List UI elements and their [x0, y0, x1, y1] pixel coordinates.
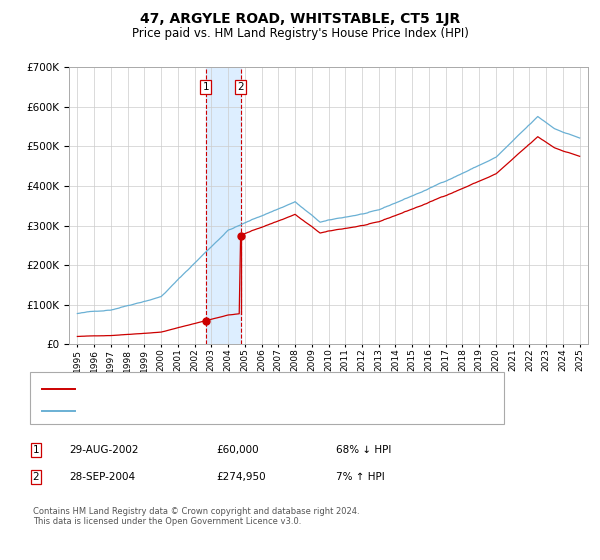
Text: £274,950: £274,950: [216, 472, 266, 482]
Text: 28-SEP-2004: 28-SEP-2004: [69, 472, 135, 482]
Text: 1: 1: [202, 82, 209, 92]
Text: 29-AUG-2002: 29-AUG-2002: [69, 445, 139, 455]
Text: 2: 2: [237, 82, 244, 92]
Text: Price paid vs. HM Land Registry's House Price Index (HPI): Price paid vs. HM Land Registry's House …: [131, 27, 469, 40]
Text: 1: 1: [32, 445, 40, 455]
Text: 2: 2: [32, 472, 40, 482]
Text: 47, ARGYLE ROAD, WHITSTABLE, CT5 1JR (detached house): 47, ARGYLE ROAD, WHITSTABLE, CT5 1JR (de…: [82, 384, 391, 394]
Text: 47, ARGYLE ROAD, WHITSTABLE, CT5 1JR: 47, ARGYLE ROAD, WHITSTABLE, CT5 1JR: [140, 12, 460, 26]
Text: £60,000: £60,000: [216, 445, 259, 455]
Text: 68% ↓ HPI: 68% ↓ HPI: [336, 445, 391, 455]
Bar: [206, 67, 241, 344]
Text: Contains HM Land Registry data © Crown copyright and database right 2024.
This d: Contains HM Land Registry data © Crown c…: [33, 507, 359, 526]
Text: HPI: Average price, detached house, Canterbury: HPI: Average price, detached house, Cant…: [82, 406, 334, 416]
Text: 7% ↑ HPI: 7% ↑ HPI: [336, 472, 385, 482]
